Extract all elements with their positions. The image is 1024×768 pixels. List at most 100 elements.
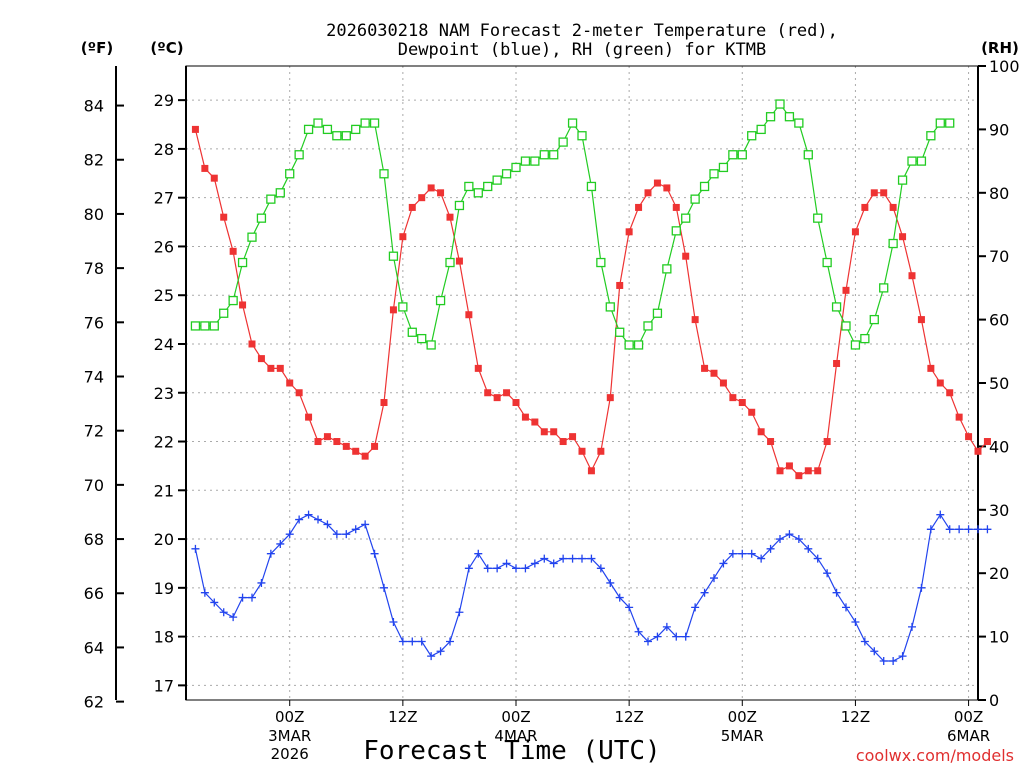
rh-point — [888, 238, 898, 249]
rh-point — [351, 124, 361, 135]
rh-point — [577, 131, 587, 141]
dewpoint-point — [549, 559, 558, 568]
time-tick-label: 00Z — [954, 708, 983, 726]
date-tick-label: 6MAR — [947, 727, 990, 745]
rh-point — [417, 333, 427, 344]
temperature-point — [474, 364, 482, 372]
dewpoint-point — [879, 656, 888, 665]
dewpoint-point — [578, 554, 586, 563]
temperature-point — [540, 428, 548, 436]
fahrenheit-tick-label: 82 — [84, 151, 104, 170]
dewpoint-point — [823, 569, 832, 578]
dewpoint-point — [427, 652, 436, 661]
dewpoint-point — [323, 520, 332, 529]
temperature-point — [861, 203, 869, 211]
dewpoint-point — [691, 603, 700, 612]
temperature-point — [286, 379, 294, 387]
fahrenheit-tick-label: 66 — [84, 584, 104, 603]
dewpoint-point — [860, 637, 869, 646]
dewpoint-point — [380, 583, 388, 592]
temperature-point — [578, 447, 586, 455]
temperature-point — [305, 413, 313, 421]
dewpoint-point — [615, 593, 624, 602]
celsius-tick-label: 23 — [154, 384, 174, 403]
fahrenheit-tick-label: 78 — [84, 259, 104, 278]
chart-title-line2: Dewpoint (blue), RH (green) for KTMB — [398, 40, 766, 60]
celsius-tick-label: 26 — [154, 237, 174, 256]
temperature-point — [239, 301, 247, 309]
temperature-point — [748, 408, 756, 416]
temperature-point — [965, 433, 973, 441]
celsius-tick-label: 29 — [154, 91, 174, 110]
dewpoint-point — [936, 510, 945, 519]
dewpoint-point — [964, 525, 973, 534]
fahrenheit-tick-label: 70 — [84, 476, 104, 495]
celsius-tick-label: 18 — [154, 628, 174, 647]
fahrenheit-tick-label: 84 — [84, 97, 104, 116]
temperature-point — [201, 164, 209, 172]
fahrenheit-tick-label: 76 — [84, 313, 104, 332]
rh-point — [699, 181, 710, 192]
dewpoint-point — [681, 632, 690, 641]
rh-point — [285, 169, 295, 179]
temperature-point — [851, 228, 859, 236]
temperature-point — [710, 369, 718, 377]
temperature-point — [587, 467, 595, 475]
temperature-point — [465, 311, 473, 319]
rh-point — [945, 118, 955, 128]
dewpoint-point — [889, 656, 898, 665]
credit-text: coolwx.com/models — [856, 746, 1014, 765]
rh-point — [501, 169, 512, 179]
dewpoint-point — [436, 647, 445, 656]
rh-point — [671, 226, 681, 236]
dewpoint-point — [653, 632, 662, 641]
temperature-point — [776, 467, 784, 475]
rh-point — [765, 112, 776, 122]
temperature-point — [701, 364, 709, 372]
temperature-point — [833, 359, 841, 367]
rh-point — [813, 213, 823, 223]
rh-point — [747, 131, 757, 141]
fahrenheit-tick-label: 64 — [84, 638, 104, 657]
temperature-point — [210, 174, 218, 182]
temperature-point — [437, 189, 445, 197]
temperature-point — [983, 438, 991, 446]
rh-tick-label: 50 — [989, 374, 1009, 393]
temperature-point — [569, 433, 577, 441]
rh-tick-label: 60 — [989, 311, 1009, 330]
date-tick-label: 5MAR — [721, 727, 764, 745]
unit-rh-label: (RH) — [981, 39, 1019, 57]
rh-point — [360, 118, 370, 128]
rh-point — [718, 162, 729, 173]
dewpoint-point — [832, 588, 841, 597]
unit-celsius-label: (ºC) — [150, 39, 183, 57]
temperature-point — [361, 452, 369, 460]
temperature-point — [767, 438, 775, 446]
dewpoint-point — [540, 554, 549, 563]
plot-area — [185, 65, 979, 701]
dewpoint-point — [672, 632, 681, 641]
rh-point — [841, 321, 851, 331]
temperature-point — [719, 379, 727, 387]
rh-point — [596, 257, 606, 268]
rh-point — [803, 150, 813, 160]
rh-point — [247, 232, 257, 242]
celsius-tick-label: 27 — [154, 189, 174, 208]
dewpoint-point — [398, 637, 407, 646]
rh-tick-label: 0 — [989, 691, 999, 710]
dewpoint-point — [351, 525, 360, 534]
rh-point — [332, 131, 342, 141]
dewpoint-point — [634, 627, 643, 636]
x-axis-label: Forecast Time (UTC) — [363, 736, 660, 766]
rh-point — [313, 118, 323, 128]
temperature-point — [512, 399, 520, 407]
dewpoint-point — [512, 564, 520, 573]
temperature-point — [814, 467, 822, 475]
rh-point — [426, 340, 436, 350]
dewpoint-point — [757, 554, 766, 563]
temperature-point — [399, 233, 407, 241]
dewpoint-point — [342, 530, 351, 539]
dewpoint-point — [417, 637, 426, 646]
dewpoint-point — [285, 530, 294, 539]
